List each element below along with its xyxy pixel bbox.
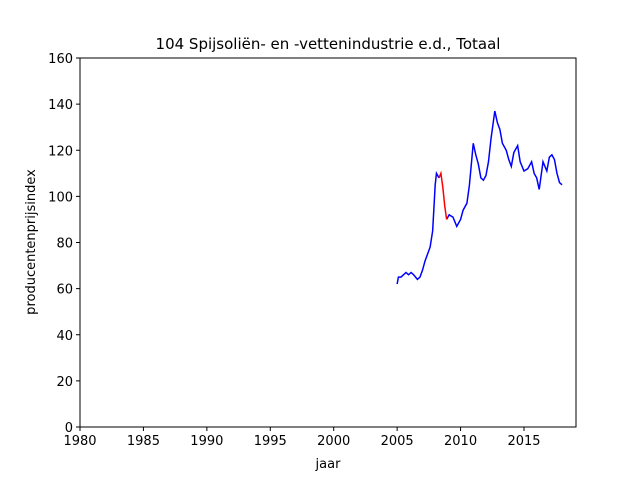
x-tick-label: 2000 (317, 434, 350, 449)
y-tick-label: 20 (56, 375, 73, 390)
plot-frame (79, 57, 577, 428)
x-tick-label: 2015 (507, 434, 540, 449)
x-tick-label: 1985 (127, 434, 160, 449)
y-tick-label: 0 (65, 421, 73, 436)
x-tick-label: 2005 (381, 434, 414, 449)
y-tick-label: 100 (48, 190, 73, 205)
x-tick-label: 2010 (444, 434, 477, 449)
x-tick-label: 1990 (190, 434, 223, 449)
y-tick-label: 60 (56, 283, 73, 298)
y-tick-label: 160 (48, 52, 73, 67)
chart-title: 104 Spijsoliën- en -vettenindustrie e.d.… (156, 35, 501, 53)
y-tick-label: 120 (48, 144, 73, 159)
x-tick-label: 1995 (254, 434, 287, 449)
y-axis-label: producentenprijsindex (24, 169, 39, 315)
y-tick-label: 140 (48, 98, 73, 113)
data-line (396, 110, 563, 285)
x-axis-label: jaar (315, 457, 342, 472)
y-tick-label: 80 (56, 237, 73, 252)
x-tick-label: 1980 (63, 434, 96, 449)
data-line (438, 170, 448, 220)
y-tick-label: 40 (56, 329, 73, 344)
